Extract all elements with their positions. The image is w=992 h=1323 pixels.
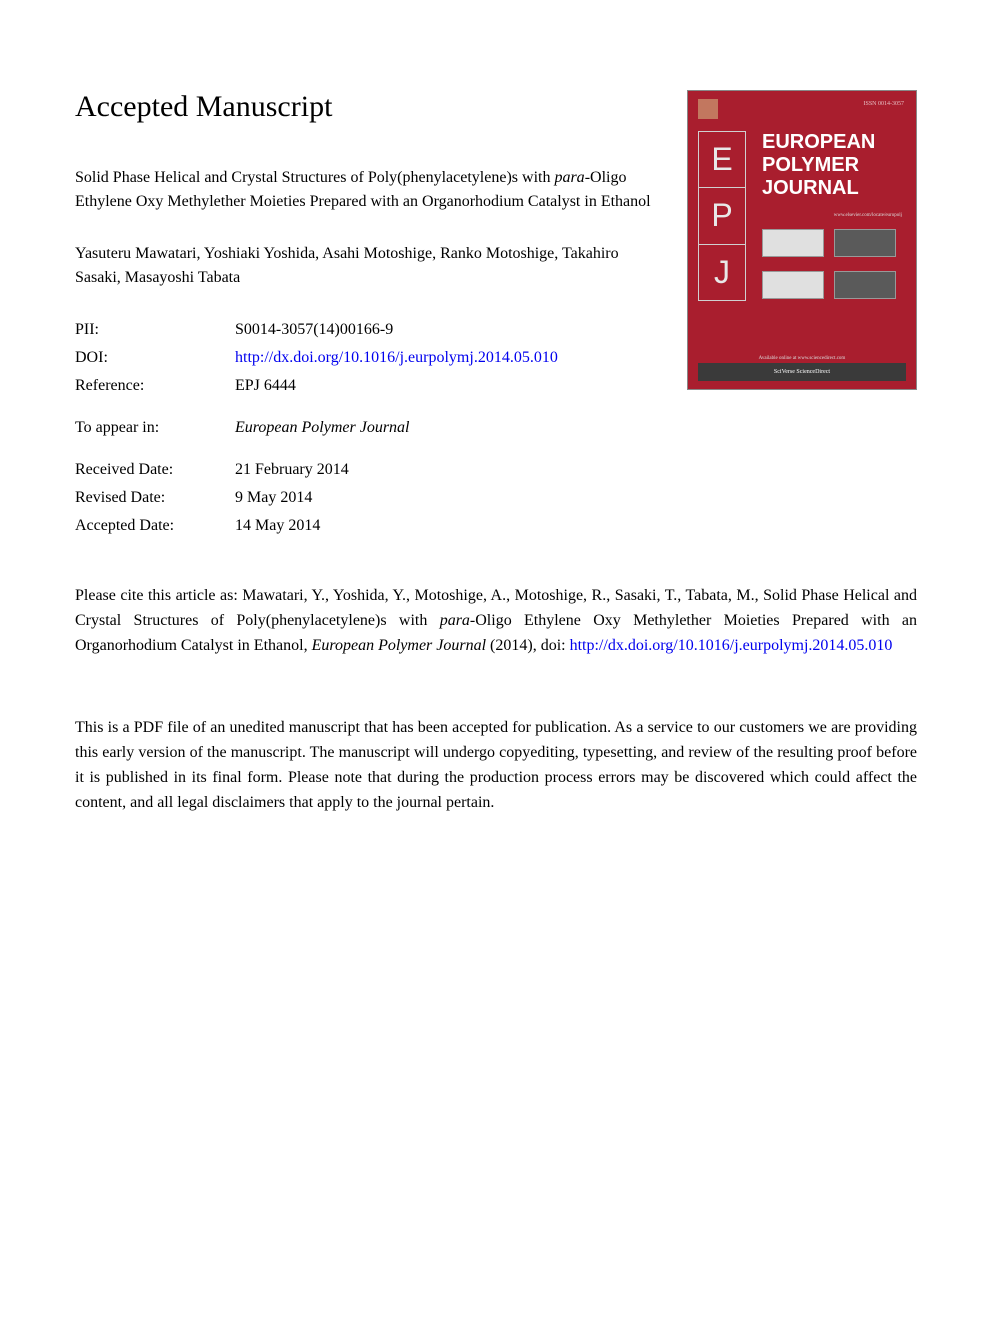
meta-row-reference: Reference: EPJ 6444 <box>75 374 657 398</box>
appear-label: To appear in: <box>75 416 235 440</box>
meta-row-doi: DOI: http://dx.doi.org/10.1016/j.eurpoly… <box>75 346 657 370</box>
cover-available-text: Available online at www.sciencedirect.co… <box>698 356 906 361</box>
authors-list: Yasuteru Mawatari, Yoshiaki Yoshida, Asa… <box>75 242 657 290</box>
cover-letter-p: P <box>699 188 745 244</box>
pii-label: PII: <box>75 318 235 342</box>
meta-row-received: Received Date: 21 February 2014 <box>75 458 657 482</box>
meta-row-revised: Revised Date: 9 May 2014 <box>75 486 657 510</box>
cover-issn: ISSN 0014-3057 <box>863 101 904 107</box>
meta-row-accepted: Accepted Date: 14 May 2014 <box>75 514 657 538</box>
citation-paragraph: Please cite this article as: Mawatari, Y… <box>75 584 917 658</box>
meta-row-appear: To appear in: European Polymer Journal <box>75 416 657 440</box>
accepted-manuscript-heading: Accepted Manuscript <box>75 90 657 124</box>
revised-label: Revised Date: <box>75 486 235 510</box>
doi-link[interactable]: http://dx.doi.org/10.1016/j.eurpolymj.20… <box>235 349 558 366</box>
left-column: Accepted Manuscript Solid Phase Helical … <box>75 90 657 542</box>
received-label: Received Date: <box>75 458 235 482</box>
cover-letter-j: J <box>699 245 745 300</box>
cover-thumb-icon <box>834 229 896 257</box>
accepted-value: 14 May 2014 <box>235 514 657 538</box>
meta-row-pii: PII: S0014-3057(14)00166-9 <box>75 318 657 342</box>
elsevier-logo-icon <box>698 99 728 123</box>
title-italic-para: para <box>554 169 584 186</box>
cover-thumb-icon <box>834 271 896 299</box>
cover-thumb-row-2 <box>762 271 902 299</box>
main-content-row: Accepted Manuscript Solid Phase Helical … <box>75 90 917 542</box>
cover-thumb-icon <box>762 229 824 257</box>
metadata-table: PII: S0014-3057(14)00166-9 DOI: http://d… <box>75 318 657 538</box>
reference-value: EPJ 6444 <box>235 374 657 398</box>
cover-bottom-bar: Available online at www.sciencedirect.co… <box>698 356 906 381</box>
citation-italic-para: para <box>440 612 470 629</box>
cover-thumb-row-1 <box>762 229 902 257</box>
cover-thumbnails <box>762 229 902 299</box>
cover-sciencedirect-bar: SciVerse ScienceDirect <box>698 363 906 381</box>
title-text-1: Solid Phase Helical and Crystal Structur… <box>75 169 554 186</box>
accepted-label: Accepted Date: <box>75 514 235 538</box>
cover-letter-e: E <box>699 132 745 188</box>
citation-suffix: (2014), doi: <box>486 637 570 654</box>
cover-thumb-icon <box>762 271 824 299</box>
cover-epj-letters: E P J <box>698 131 746 301</box>
appear-value: European Polymer Journal <box>235 416 657 440</box>
disclaimer-paragraph: This is a PDF file of an unedited manusc… <box>75 716 917 815</box>
received-value: 21 February 2014 <box>235 458 657 482</box>
cover-journal-title: EUROPEAN POLYMER JOURNAL <box>762 131 902 200</box>
pii-value: S0014-3057(14)00166-9 <box>235 318 657 342</box>
reference-label: Reference: <box>75 374 235 398</box>
journal-cover-thumbnail: ISSN 0014-3057 E P J EUROPEAN POLYMER JO… <box>687 90 917 390</box>
article-title: Solid Phase Helical and Crystal Structur… <box>75 166 657 214</box>
citation-doi-link[interactable]: http://dx.doi.org/10.1016/j.eurpolymj.20… <box>570 637 893 654</box>
doi-label: DOI: <box>75 346 235 370</box>
cover-url: www.elsevier.com/locate/europolj <box>834 213 902 218</box>
revised-value: 9 May 2014 <box>235 486 657 510</box>
citation-journal-name: European Polymer Journal <box>312 637 486 654</box>
